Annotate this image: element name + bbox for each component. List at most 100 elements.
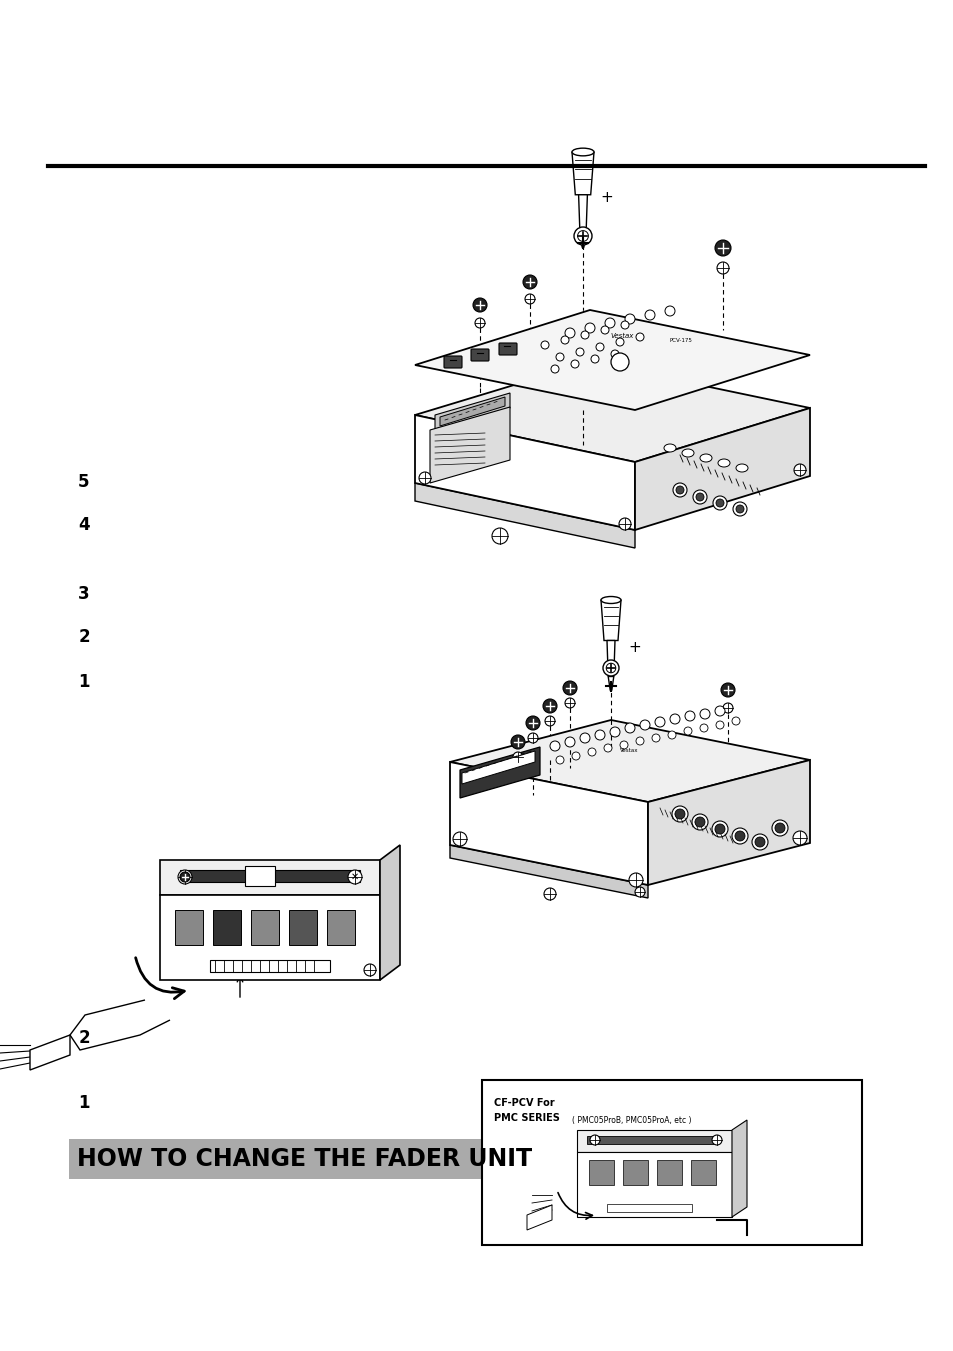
Circle shape bbox=[636, 332, 643, 340]
Circle shape bbox=[589, 1135, 599, 1146]
Text: ✕: ✕ bbox=[351, 871, 358, 882]
Polygon shape bbox=[647, 761, 809, 885]
Text: CF-PCV For: CF-PCV For bbox=[494, 1098, 554, 1108]
Circle shape bbox=[671, 807, 687, 821]
Circle shape bbox=[700, 724, 707, 732]
Circle shape bbox=[560, 336, 568, 345]
Text: 2: 2 bbox=[78, 1029, 90, 1047]
Text: PCV-175: PCV-175 bbox=[669, 338, 692, 343]
Circle shape bbox=[564, 698, 575, 708]
Circle shape bbox=[604, 317, 615, 328]
Circle shape bbox=[676, 486, 683, 494]
Circle shape bbox=[556, 353, 563, 361]
Polygon shape bbox=[439, 397, 504, 426]
Circle shape bbox=[644, 309, 655, 320]
Circle shape bbox=[711, 821, 727, 838]
Text: PMC SERIES: PMC SERIES bbox=[494, 1113, 559, 1123]
Circle shape bbox=[636, 738, 643, 744]
Circle shape bbox=[590, 355, 598, 363]
Circle shape bbox=[639, 720, 649, 730]
Circle shape bbox=[711, 1135, 721, 1146]
Circle shape bbox=[610, 353, 628, 372]
Text: +: + bbox=[628, 639, 640, 654]
Text: 1: 1 bbox=[78, 1094, 90, 1112]
Circle shape bbox=[602, 661, 618, 676]
Bar bbox=[245, 866, 274, 886]
Circle shape bbox=[722, 703, 732, 713]
Bar bbox=[251, 911, 278, 944]
Circle shape bbox=[605, 663, 615, 673]
Circle shape bbox=[714, 240, 730, 255]
Circle shape bbox=[667, 731, 676, 739]
Circle shape bbox=[564, 738, 575, 747]
Circle shape bbox=[574, 227, 592, 245]
Circle shape bbox=[691, 815, 707, 830]
Bar bbox=[289, 911, 316, 944]
Circle shape bbox=[734, 831, 744, 842]
Circle shape bbox=[610, 350, 618, 358]
Ellipse shape bbox=[700, 454, 711, 462]
Circle shape bbox=[544, 716, 555, 725]
Polygon shape bbox=[608, 677, 613, 690]
FancyArrowPatch shape bbox=[558, 1193, 592, 1219]
Polygon shape bbox=[459, 747, 539, 798]
Circle shape bbox=[683, 727, 691, 735]
Circle shape bbox=[571, 359, 578, 367]
Bar bbox=[606, 1204, 691, 1212]
Polygon shape bbox=[379, 844, 399, 979]
Text: Vestax: Vestax bbox=[619, 747, 638, 753]
Text: +: + bbox=[600, 189, 613, 204]
Circle shape bbox=[576, 349, 583, 357]
Polygon shape bbox=[578, 195, 587, 232]
Circle shape bbox=[732, 503, 746, 516]
Text: Vestax: Vestax bbox=[609, 332, 633, 339]
Bar bbox=[210, 961, 330, 971]
Ellipse shape bbox=[600, 597, 620, 604]
Bar bbox=[180, 870, 359, 882]
Circle shape bbox=[695, 817, 704, 827]
Circle shape bbox=[418, 471, 431, 484]
Circle shape bbox=[550, 740, 559, 751]
Circle shape bbox=[603, 744, 612, 753]
Circle shape bbox=[522, 276, 537, 289]
Circle shape bbox=[348, 870, 361, 884]
Polygon shape bbox=[450, 844, 647, 898]
Ellipse shape bbox=[663, 444, 676, 453]
Circle shape bbox=[178, 870, 192, 884]
Circle shape bbox=[551, 365, 558, 373]
Circle shape bbox=[475, 317, 484, 328]
Circle shape bbox=[712, 496, 726, 509]
Circle shape bbox=[572, 753, 579, 761]
Circle shape bbox=[624, 313, 635, 324]
Text: ( PMC05ProB, PMC05ProA, etc ): ( PMC05ProB, PMC05ProA, etc ) bbox=[572, 1116, 691, 1125]
Circle shape bbox=[562, 681, 577, 694]
Ellipse shape bbox=[718, 459, 729, 467]
Circle shape bbox=[587, 748, 596, 757]
FancyArrowPatch shape bbox=[135, 958, 184, 998]
Circle shape bbox=[619, 740, 627, 748]
Text: 4: 4 bbox=[78, 516, 90, 534]
Polygon shape bbox=[450, 762, 647, 885]
Circle shape bbox=[771, 820, 787, 836]
Bar bbox=[586, 1136, 717, 1144]
Circle shape bbox=[684, 711, 695, 721]
Circle shape bbox=[524, 295, 535, 304]
Circle shape bbox=[473, 299, 486, 312]
Circle shape bbox=[716, 499, 723, 507]
Polygon shape bbox=[160, 894, 379, 979]
Bar bbox=[174, 911, 203, 944]
Circle shape bbox=[577, 231, 588, 242]
Bar bbox=[481, 1079, 862, 1246]
Polygon shape bbox=[572, 153, 594, 195]
Circle shape bbox=[717, 262, 728, 274]
Circle shape bbox=[664, 305, 675, 316]
Bar bbox=[577, 1152, 731, 1217]
Circle shape bbox=[511, 735, 524, 748]
Ellipse shape bbox=[572, 149, 594, 155]
Circle shape bbox=[714, 707, 724, 716]
FancyBboxPatch shape bbox=[498, 343, 517, 355]
Bar bbox=[588, 1161, 614, 1185]
Circle shape bbox=[364, 965, 375, 975]
Circle shape bbox=[540, 340, 548, 349]
Circle shape bbox=[628, 873, 642, 888]
